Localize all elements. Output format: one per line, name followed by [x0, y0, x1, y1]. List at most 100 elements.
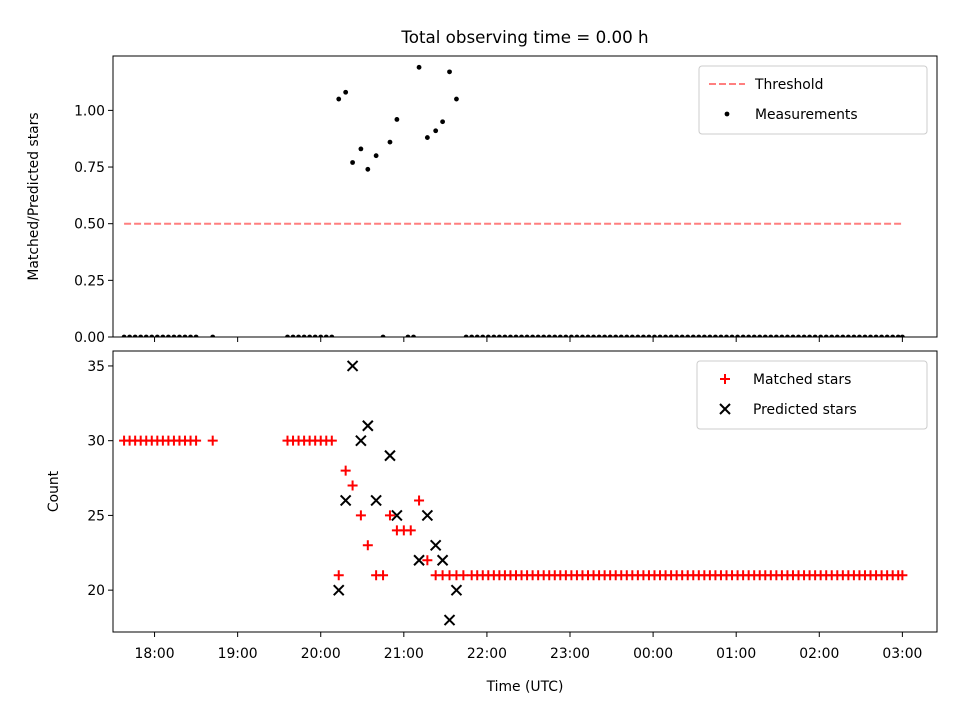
- measurements-point: [729, 334, 735, 337]
- measurements-point: [746, 334, 752, 337]
- measurements-point: [895, 334, 901, 337]
- measurements-point: [416, 64, 422, 70]
- measurements-point: [502, 334, 508, 337]
- legend-measurements-swatch: [724, 111, 730, 117]
- predicted-stars-point: [384, 449, 396, 462]
- measurements-point: [668, 334, 674, 337]
- measurements-point: [491, 334, 497, 337]
- measurements-point: [440, 119, 445, 125]
- measurements-point: [785, 334, 790, 337]
- measurements-point: [405, 334, 411, 337]
- x-tick-label: 23:00: [550, 646, 590, 662]
- measurements-point: [480, 334, 486, 337]
- x-tick-label: 18:00: [135, 646, 175, 662]
- predicted-stars-point: [370, 494, 382, 507]
- y-tick-label: 35: [87, 359, 105, 375]
- measurements-point: [171, 334, 177, 337]
- measurements-point: [735, 334, 740, 337]
- measurements-point: [563, 334, 569, 337]
- measurements-point: [143, 334, 149, 337]
- measurements-point: [546, 334, 552, 337]
- measurements-point: [657, 334, 663, 337]
- measurements-point: [307, 334, 313, 337]
- measurements-point: [380, 334, 386, 337]
- measurements-point: [552, 334, 558, 337]
- measurements-point: [474, 334, 480, 337]
- x-tick-label: 19:00: [218, 646, 258, 662]
- measurements-point: [591, 334, 596, 337]
- x-tick-label: 20:00: [301, 646, 341, 662]
- measurements-point: [411, 334, 416, 337]
- y-axis-label: Matched/Predicted stars: [26, 112, 42, 280]
- measurements-point: [177, 334, 182, 337]
- measurements-point: [724, 334, 729, 337]
- matched-stars-point: [405, 525, 416, 536]
- y-tick-label: 0.50: [74, 217, 105, 233]
- measurements-point: [740, 334, 746, 337]
- measurements-point: [574, 334, 580, 337]
- legend-predicted-stars-label: Predicted stars: [753, 402, 857, 418]
- measurements-point: [812, 334, 818, 337]
- legend: Threshold Measurements: [698, 65, 928, 135]
- measurements-point: [652, 334, 657, 337]
- measurements-point: [336, 96, 342, 102]
- predicted-stars-point: [429, 539, 442, 552]
- chart-title: Total observing time = 0.00 h: [400, 27, 648, 47]
- x-tick-label: 03:00: [882, 646, 922, 662]
- legend-matched-stars-label: Matched stars: [753, 372, 851, 388]
- measurements-point: [873, 334, 879, 337]
- predicted-stars-point: [362, 420, 374, 432]
- legend-box: [696, 360, 928, 430]
- matched-stars-point: [347, 480, 358, 491]
- y-tick-label: 25: [87, 508, 105, 524]
- matched-stars-point: [355, 510, 366, 521]
- measurements-point: [868, 334, 873, 337]
- measurements-point: [801, 334, 807, 337]
- measurements-point: [182, 334, 188, 337]
- x-tick-label: 22:00: [467, 646, 507, 662]
- predicted-stars-point: [421, 509, 434, 522]
- measurements-point: [290, 334, 296, 337]
- measurements-point: [718, 334, 724, 337]
- measurements-point: [121, 334, 127, 337]
- measurements-point: [210, 334, 216, 337]
- measurements-point: [857, 334, 862, 337]
- measurements-point: [851, 334, 857, 337]
- measurements-point: [296, 334, 301, 337]
- matched-stars-point: [897, 570, 908, 581]
- measurements-point: [530, 334, 536, 337]
- matched-stars-point: [362, 540, 373, 551]
- measurements-point: [674, 334, 680, 337]
- measurements-point: [884, 334, 890, 337]
- measurements-point: [485, 334, 491, 337]
- measurements-point: [447, 69, 452, 75]
- measurements-point: [713, 334, 718, 337]
- measurements-point: [679, 334, 685, 337]
- measurements-point: [890, 334, 896, 337]
- y-tick-label: 0.00: [74, 330, 105, 346]
- measurements-point: [138, 334, 144, 337]
- measurements-point: [818, 334, 824, 337]
- x-tick-label: 00:00: [633, 646, 673, 662]
- y-axis-label: Count: [46, 470, 62, 512]
- measurements-point: [613, 334, 619, 337]
- measurements-point: [602, 334, 608, 337]
- y-tick-label: 0.25: [74, 273, 105, 289]
- measurements-point: [358, 146, 364, 152]
- matched-stars-point: [384, 510, 395, 521]
- measurements-point: [607, 334, 613, 337]
- measurements-point: [796, 334, 801, 337]
- measurements-point: [387, 139, 393, 145]
- measurements-point: [779, 334, 785, 337]
- y-tick-label: 20: [87, 583, 105, 599]
- measurements-point: [193, 334, 199, 337]
- measurements-point: [394, 117, 400, 122]
- measurements-point: [350, 160, 355, 165]
- measurements-point: [454, 96, 459, 102]
- y-tick-label: 1.00: [74, 103, 105, 119]
- legend: Matched stars Predicted stars: [696, 360, 928, 430]
- measurements-point: [790, 334, 796, 337]
- matched-stars-point: [340, 465, 351, 476]
- measurements-point: [132, 334, 138, 337]
